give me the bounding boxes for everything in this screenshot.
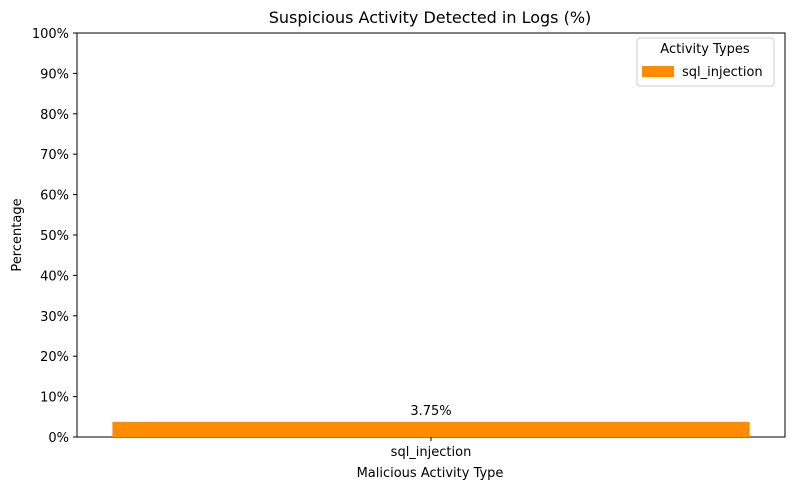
x-tick-label: sql_injection — [391, 445, 472, 460]
legend-title: Activity Types — [660, 42, 750, 57]
legend-swatch — [642, 66, 674, 77]
y-tick-label: 50% — [40, 229, 69, 244]
legend-entry-label: sql_injection — [682, 65, 763, 80]
x-axis-title: Malicious Activity Type — [357, 466, 504, 481]
y-tick-label: 70% — [40, 148, 69, 163]
y-tick-label: 100% — [32, 27, 69, 42]
x-axis: sql_injection — [391, 437, 472, 460]
bars: 3.75% — [112, 404, 750, 437]
plot-frame — [76, 32, 786, 438]
bar-data-label: 3.75% — [410, 404, 451, 419]
y-tick-label: 60% — [40, 189, 69, 204]
y-tick-label: 20% — [40, 350, 69, 365]
y-tick-label: 40% — [40, 269, 69, 284]
bar-sql-injection — [112, 421, 750, 437]
legend: Activity Types sql_injection — [636, 37, 775, 87]
y-tick-label: 30% — [40, 310, 69, 325]
plot-area: 0% 10% 20% 30% 40% 50% 60% 70% 80% 90% 100% sql_in… — [32, 27, 786, 460]
chart-title: Suspicious Activity Detected in Logs (%) — [269, 8, 592, 27]
y-tick-label: 90% — [40, 67, 69, 82]
y-tick-label: 10% — [40, 391, 69, 406]
y-tick-label: 80% — [40, 108, 69, 123]
y-axis: 0% 10% 20% 30% 40% 50% 60% 70% 80% 90% 100% — [32, 27, 77, 446]
y-tick-label: 0% — [48, 431, 69, 446]
y-axis-title: Percentage — [10, 198, 25, 271]
